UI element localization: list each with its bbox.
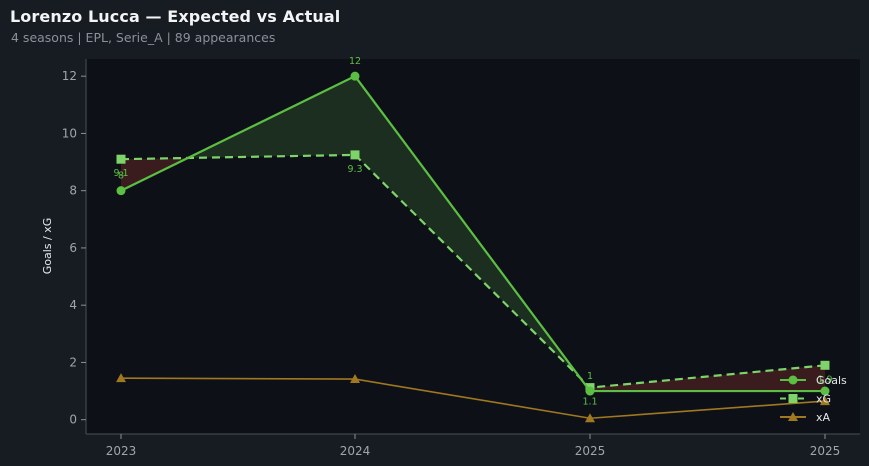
data-label-xg: 1.1 xyxy=(582,397,597,408)
y-tick-label: 0 xyxy=(69,413,77,427)
point-xg xyxy=(350,150,360,160)
y-axis-label: Goals / xG xyxy=(41,218,54,275)
legend-item-xg: xG xyxy=(780,393,831,406)
x-tick-label: 2025 xyxy=(810,444,841,458)
point-xa xyxy=(350,374,360,384)
point-xa xyxy=(585,413,595,423)
y-tick-label: 2 xyxy=(69,355,77,369)
y-tick-label: 4 xyxy=(69,298,77,312)
point-xg xyxy=(820,360,830,370)
x-tick-label: 2023 xyxy=(106,444,137,458)
data-labels: 8 12 1 9.1 9.3 1.1 1.9 xyxy=(113,56,832,407)
legend-item-goals: Goals xyxy=(780,374,847,387)
point-goals xyxy=(585,386,595,396)
point-xa xyxy=(820,396,830,406)
point-xg xyxy=(116,154,126,164)
x-tick-label: 2025 xyxy=(575,444,606,458)
point-goals xyxy=(350,71,360,81)
y-tick-label: 12 xyxy=(62,69,77,83)
data-label-xg: 9.3 xyxy=(347,164,362,175)
series-line-xa xyxy=(120,377,826,420)
series-group xyxy=(116,71,830,423)
legend-label: xA xyxy=(816,411,831,424)
y-tick-label: 10 xyxy=(62,126,77,140)
y-tick-label: 8 xyxy=(69,184,77,198)
data-label-xg: 1.9 xyxy=(817,374,832,385)
series-line-goals xyxy=(120,74,825,393)
data-label-goals: 12 xyxy=(349,56,361,67)
point-goals xyxy=(820,386,830,396)
data-label-goals: 1 xyxy=(587,371,593,382)
legend-marker xyxy=(788,394,798,403)
legend: Goals xG xA xyxy=(780,374,847,424)
series-line-xg xyxy=(120,153,826,389)
point-xa xyxy=(116,373,126,383)
chart-subtitle: 4 seasons | EPL, Serie_A | 89 appearance… xyxy=(11,30,276,45)
legend-marker xyxy=(788,412,798,421)
x-tick-label: 2024 xyxy=(340,444,371,458)
data-label-goals: 8 xyxy=(118,171,124,182)
chart-title: Lorenzo Lucca — Expected vs Actual xyxy=(10,7,341,26)
axis-ticks: 0 2 4 6 8 10 12 2023 2024 2025 2025 xyxy=(62,69,841,458)
y-tick-label: 6 xyxy=(69,241,77,255)
point-goals xyxy=(116,186,126,196)
data-label-xg: 9.1 xyxy=(113,168,128,179)
legend-item-xa: xA xyxy=(780,411,831,424)
legend-marker xyxy=(788,375,798,385)
legend-label: xG xyxy=(816,393,831,406)
legend-label: Goals xyxy=(816,374,847,387)
